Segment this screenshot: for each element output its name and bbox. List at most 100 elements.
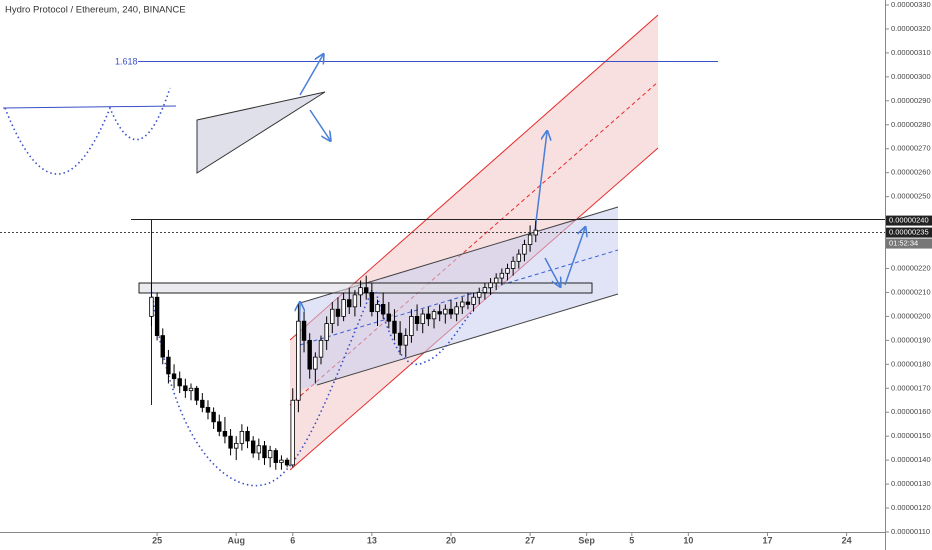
price-label: 0.00000240	[889, 216, 929, 225]
price-label-box	[886, 215, 932, 226]
y-tick-label: 0.00000320	[891, 24, 931, 33]
x-tick-label: 13	[367, 535, 377, 545]
y-tick-label: 0.00000130	[891, 479, 931, 488]
candle-body	[443, 308, 448, 315]
candle-body	[262, 445, 267, 459]
candle-body	[397, 332, 403, 346]
handle-curve	[375, 291, 473, 366]
wedge	[196, 91, 326, 174]
red-channel-middle	[289, 81, 659, 406]
candle-body	[426, 313, 431, 320]
blue-channel-middle	[299, 249, 619, 346]
candle-body	[493, 277, 499, 284]
candle-body	[533, 229, 538, 236]
candle-body	[335, 308, 341, 317]
axes: 0.00000110 0.00000120 0.00000130 0.00000140…	[152, 0, 932, 545]
y-tick-label: 0.00000290	[891, 96, 931, 105]
candle-body	[358, 287, 363, 296]
candle-body	[505, 268, 510, 274]
y-tick-label: 0.00000260	[891, 168, 931, 177]
candle-body	[431, 311, 437, 320]
candle-body	[211, 411, 216, 423]
x-tick-label: 6	[290, 535, 295, 545]
candle-body	[188, 387, 194, 392]
candle-body	[510, 260, 516, 269]
candle-body	[217, 421, 222, 432]
arrow	[534, 132, 547, 231]
x-tick-label: 20	[446, 535, 456, 545]
candle-body	[522, 244, 527, 255]
x-tick-label: 17	[762, 535, 772, 545]
candle-body	[250, 440, 256, 454]
x-tick-label: 24	[842, 535, 852, 545]
candle-body	[234, 442, 239, 449]
y-tick-label: 0.00000250	[891, 192, 931, 201]
y-tick-label: 0.00000270	[891, 144, 931, 153]
candle-body	[330, 308, 335, 324]
arrow	[544, 257, 560, 286]
drawings	[0, 14, 885, 487]
candle-body	[200, 399, 205, 408]
x-tick-label: 25	[152, 535, 162, 545]
blue-channel-bottom	[316, 293, 619, 386]
x-tick-label: 5	[629, 535, 634, 545]
candle-body	[318, 339, 324, 358]
y-tick-label: 0.00000180	[891, 359, 931, 368]
candle-body	[471, 296, 476, 305]
candle-body	[527, 234, 533, 245]
candle-body	[301, 320, 307, 341]
candle-body	[341, 299, 346, 317]
candle-body	[460, 301, 465, 308]
candle-body	[296, 320, 301, 401]
candle-body	[205, 407, 211, 413]
candle-body	[380, 304, 386, 315]
candle-body	[420, 313, 425, 324]
candle-body	[499, 272, 505, 279]
x-tick-label: Sep	[578, 535, 595, 545]
y-tick-label: 0.00000110	[891, 527, 930, 536]
fib-label: 1.618	[115, 56, 138, 66]
candle-body	[177, 378, 182, 387]
y-tick-label: 0.00000310	[891, 48, 931, 57]
y-tick-label: 0.00000280	[891, 120, 931, 129]
y-tick-label: 0.00000210	[891, 287, 931, 296]
price-label: 01:52:34	[889, 239, 918, 248]
candle-body	[386, 313, 392, 322]
candle-body	[465, 301, 471, 305]
y-tick-label: 0.00000150	[891, 431, 931, 440]
candle-body	[160, 335, 165, 358]
candle-body	[239, 430, 245, 444]
arrow	[309, 109, 330, 140]
candle-body	[307, 339, 312, 370]
candle-body	[166, 356, 171, 375]
price-label-box	[886, 227, 932, 238]
candle-body	[154, 296, 160, 336]
x-tick-label: Aug	[227, 535, 245, 545]
candle-body	[414, 316, 420, 324]
neckline	[2, 105, 177, 109]
candle-body	[279, 459, 284, 463]
candle-body	[516, 253, 521, 262]
candle-body	[149, 296, 154, 317]
y-tick-label: 0.00000330	[891, 0, 931, 9]
candle-body	[171, 373, 177, 380]
arrow	[299, 55, 323, 96]
price-label: 0.00000235	[889, 228, 929, 237]
candle-body	[273, 450, 278, 463]
y-tick-label: 0.00000190	[891, 335, 931, 344]
candle-body	[477, 292, 482, 298]
candle-body	[256, 445, 262, 454]
candle-body	[324, 323, 329, 341]
y-tick-label: 0.00000170	[891, 383, 931, 392]
blue-channel-fill	[300, 207, 618, 390]
y-tick-label: 0.00000120	[891, 503, 931, 512]
candle-body	[352, 294, 358, 308]
candle-body	[448, 308, 454, 315]
y-tick-label: 0.00000300	[891, 72, 931, 81]
candle-body	[347, 299, 352, 308]
cup-handle-sketch	[4, 87, 171, 175]
candle-body	[290, 399, 295, 466]
candle-body	[369, 292, 375, 313]
candle-body	[267, 450, 273, 459]
x-tick-label: 27	[525, 535, 535, 545]
